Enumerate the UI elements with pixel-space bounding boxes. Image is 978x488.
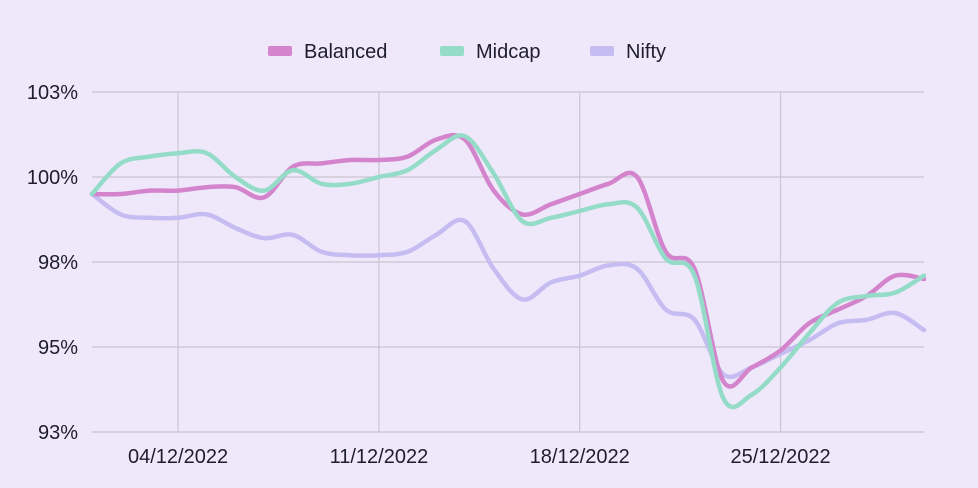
y-tick-label: 100% bbox=[27, 167, 78, 189]
x-tick-label: 18/12/2022 bbox=[530, 446, 630, 468]
x-axis-tick-labels: 04/12/2022 11/12/2022 18/12/2022 25/12/2022 bbox=[128, 446, 831, 468]
y-tick-label: 103% bbox=[27, 82, 78, 104]
y-tick-label: 98% bbox=[38, 252, 78, 274]
y-tick-label: 93% bbox=[38, 422, 78, 444]
legend-swatch-nifty bbox=[590, 46, 614, 56]
legend-swatch-balanced bbox=[268, 46, 292, 56]
horizontal-gridlines bbox=[92, 91, 924, 433]
legend-label-nifty: Nifty bbox=[626, 41, 666, 63]
x-tick-label: 25/12/2022 bbox=[730, 446, 830, 468]
legend-label-midcap: Midcap bbox=[476, 41, 540, 63]
legend-swatch-midcap bbox=[440, 46, 464, 56]
x-tick-label: 04/12/2022 bbox=[128, 446, 228, 468]
y-axis-tick-labels: 93% 95% 98% 100% 103% bbox=[27, 82, 78, 444]
y-tick-label: 95% bbox=[38, 337, 78, 359]
legend-label-balanced: Balanced bbox=[304, 41, 387, 63]
x-tick-label: 11/12/2022 bbox=[330, 446, 429, 468]
series-lines bbox=[89, 132, 927, 410]
series-line-nifty bbox=[89, 191, 927, 380]
legend: Balanced Midcap Nifty bbox=[268, 41, 666, 63]
series-line-midcap bbox=[89, 133, 927, 410]
